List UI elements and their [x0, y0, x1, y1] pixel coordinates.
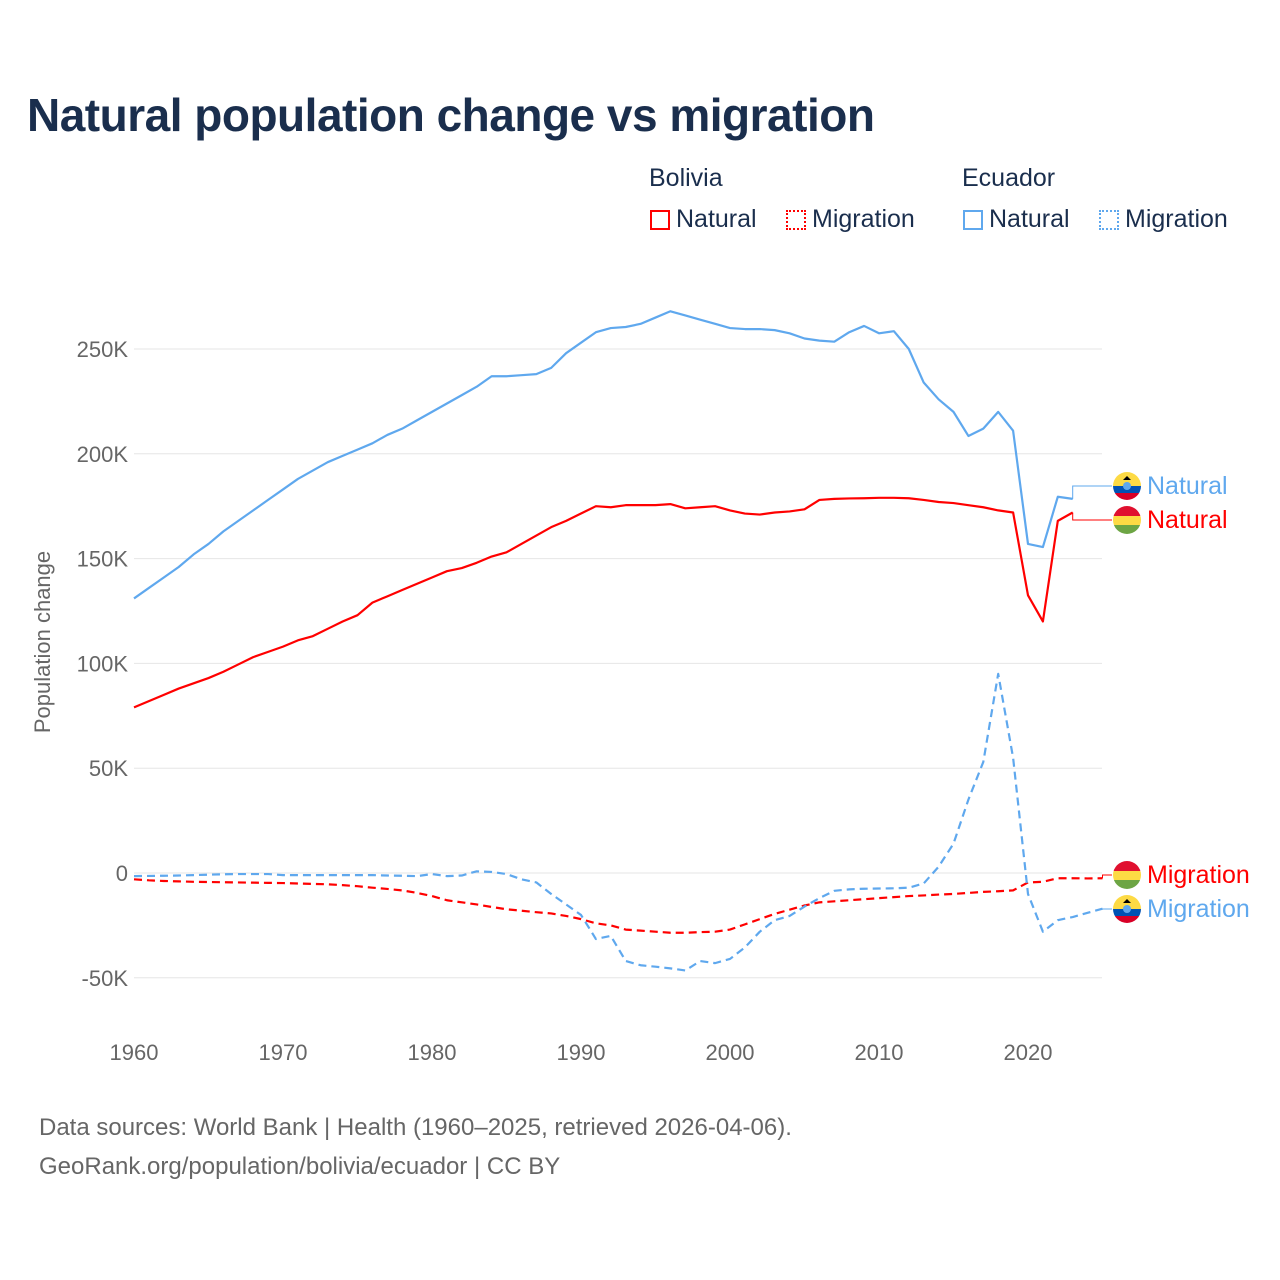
legend-swatch-solid [963, 209, 983, 230]
legend-label: Natural [989, 205, 1070, 233]
legend-swatch-solid [650, 209, 670, 230]
legend-bolivia-natural[interactable]: Natural [650, 205, 757, 234]
y-tick-label: 50K [89, 756, 128, 781]
label-connector [1072, 485, 1112, 499]
legend-label: Migration [812, 205, 915, 233]
bolivia-flag-icon [1113, 506, 1141, 534]
x-tick-label: 2010 [855, 1040, 904, 1065]
label-connector [1072, 512, 1112, 521]
source-line: Data sources: World Bank | Health (1960–… [39, 1114, 792, 1141]
legend-ecuador-migration[interactable]: Migration [1099, 205, 1228, 234]
x-tick-label: 1970 [259, 1040, 308, 1065]
y-tick-label: 100K [77, 651, 129, 676]
legend-group-bolivia: Bolivia [649, 164, 723, 192]
ecuador-flag-icon [1113, 472, 1141, 500]
y-tick-label: 250K [77, 337, 129, 362]
legend-bolivia-migration[interactable]: Migration [786, 205, 915, 234]
source-note: Data sources: World Bank | Health (1960–… [39, 1108, 792, 1186]
series-end-label: Natural [1147, 472, 1228, 500]
legend-label: Natural [676, 205, 757, 233]
legend-group-ecuador: Ecuador [962, 164, 1056, 192]
x-tick-label: 1990 [557, 1040, 606, 1065]
chart-title: Natural population change vs migration [27, 89, 875, 141]
series-line-ecuador-migration [133, 672, 1103, 972]
y-axis-label: Population change [30, 551, 55, 733]
y-tick-label: 200K [77, 442, 129, 467]
series-end-label: Natural [1147, 506, 1228, 534]
series-end-label: Migration [1147, 861, 1250, 889]
x-tick-label: 2020 [1004, 1040, 1053, 1065]
y-tick-label: -50K [82, 966, 129, 991]
series-line-bolivia-natural [133, 496, 1074, 709]
series-line-ecuador-natural [133, 310, 1073, 600]
y-tick-label: 0 [116, 861, 128, 886]
y-tick-label: 150K [77, 547, 129, 572]
x-tick-label: 1980 [408, 1040, 457, 1065]
x-tick-label: 2000 [706, 1040, 755, 1065]
source-link[interactable]: GeoRank.org/population/bolivia/ecuador |… [39, 1153, 561, 1180]
legend-swatch-dotted [786, 209, 806, 230]
series-line-bolivia-migration [133, 877, 1103, 934]
legend-label: Migration [1125, 205, 1228, 233]
ecuador-flag-icon [1113, 895, 1141, 923]
x-tick-label: 1960 [110, 1040, 159, 1065]
bolivia-flag-icon [1113, 861, 1141, 889]
series-end-label: Migration [1147, 895, 1250, 923]
label-connector [1102, 874, 1112, 879]
legend-swatch-dotted [1099, 209, 1119, 230]
legend-ecuador-natural[interactable]: Natural [963, 205, 1070, 234]
